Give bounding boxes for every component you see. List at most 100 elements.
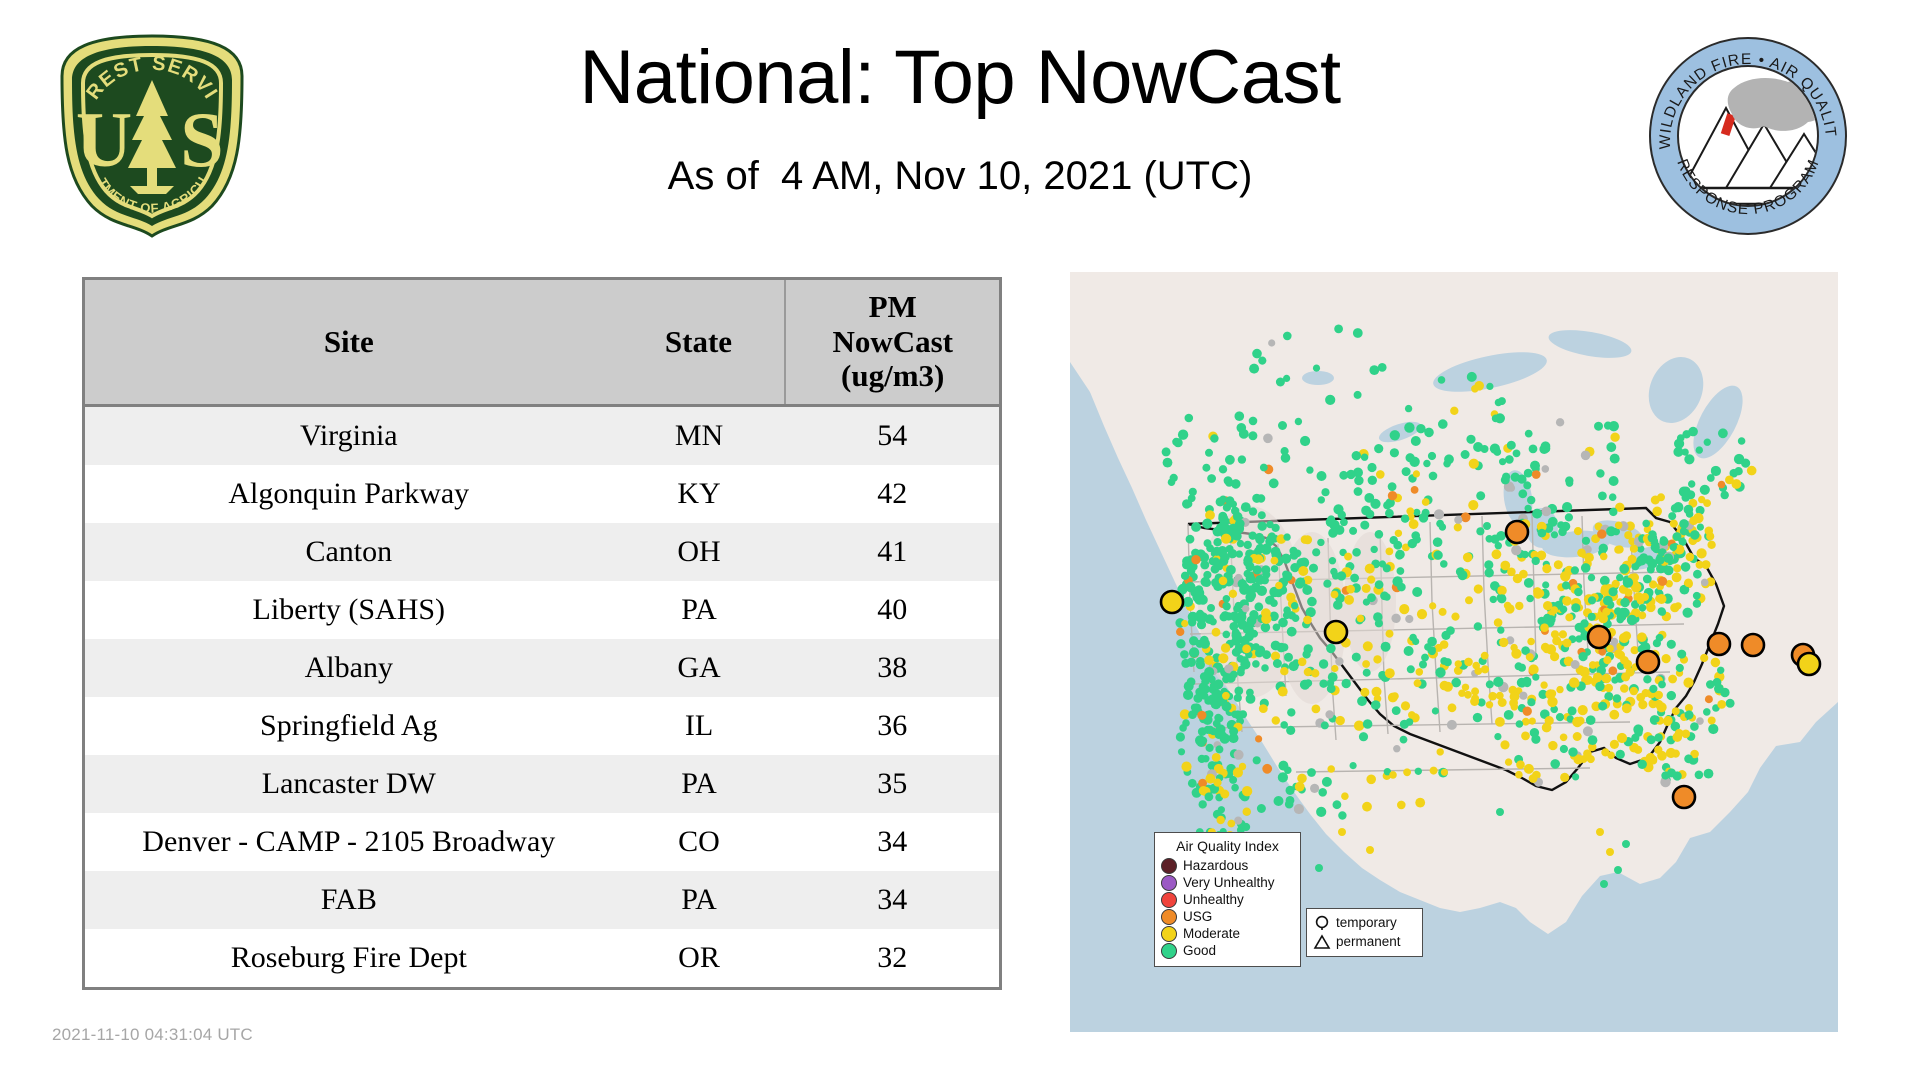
monitor-dot[interactable] <box>1245 573 1256 584</box>
monitor-dot[interactable] <box>1615 749 1625 759</box>
monitor-dot[interactable] <box>1692 591 1701 600</box>
monitor-dot[interactable] <box>1241 786 1253 797</box>
monitor-dot[interactable] <box>1509 698 1518 708</box>
monitor-dot[interactable] <box>1268 532 1276 541</box>
monitor-dot[interactable] <box>1480 665 1490 674</box>
monitor-dot[interactable] <box>1374 580 1384 590</box>
monitor-dot[interactable] <box>1295 577 1306 587</box>
monitor-dot[interactable] <box>1248 531 1257 540</box>
monitor-dot[interactable] <box>1298 566 1309 576</box>
monitor-dot[interactable] <box>1367 575 1376 584</box>
monitor-dot[interactable] <box>1236 655 1245 663</box>
monitor-dot[interactable] <box>1500 740 1510 750</box>
monitor-dot[interactable] <box>1353 720 1365 731</box>
monitor-dot[interactable] <box>1369 365 1380 375</box>
monitor-dot[interactable] <box>1608 666 1618 676</box>
monitor-dot[interactable] <box>1615 545 1624 554</box>
monitor-dot[interactable] <box>1536 550 1547 561</box>
monitor-dot[interactable] <box>1616 732 1628 744</box>
monitor-dot[interactable] <box>1191 555 1201 565</box>
monitor-dot[interactable] <box>1531 734 1541 744</box>
monitor-dot[interactable] <box>1197 727 1207 736</box>
monitor-dot[interactable] <box>1362 801 1372 812</box>
monitor-dot[interactable] <box>1636 693 1646 702</box>
monitor-dot[interactable] <box>1319 679 1328 688</box>
monitor-dot[interactable] <box>1621 703 1632 714</box>
monitor-dot[interactable] <box>1337 510 1346 520</box>
monitor-dot[interactable] <box>1725 698 1735 708</box>
monitor-dot[interactable] <box>1182 719 1190 727</box>
monitor-dot[interactable] <box>1657 751 1667 761</box>
monitor-dot[interactable] <box>1615 502 1625 512</box>
monitor-dot[interactable] <box>1603 656 1612 665</box>
monitor-dot[interactable] <box>1609 453 1620 464</box>
monitor-dot[interactable] <box>1652 715 1660 723</box>
monitor-dot[interactable] <box>1466 371 1477 382</box>
monitor-dot[interactable] <box>1669 543 1677 551</box>
monitor-dot[interactable] <box>1688 480 1696 488</box>
monitor-dot[interactable] <box>1622 840 1630 848</box>
monitor-dot[interactable] <box>1528 664 1539 675</box>
monitor-dot[interactable] <box>1604 691 1614 701</box>
monitor-dot[interactable] <box>1510 643 1518 652</box>
monitor-dot[interactable] <box>1374 444 1384 454</box>
monitor-dot[interactable] <box>1550 705 1558 714</box>
monitor-dot[interactable] <box>1344 595 1354 605</box>
monitor-dot[interactable] <box>1307 768 1316 777</box>
monitor-dot[interactable] <box>1291 614 1300 622</box>
monitor-dot[interactable] <box>1503 710 1514 720</box>
monitor-dot[interactable] <box>1639 553 1649 563</box>
monitor-dot[interactable] <box>1175 732 1185 742</box>
monitor-dot[interactable] <box>1696 548 1707 559</box>
monitor-dot[interactable] <box>1362 668 1371 677</box>
monitor-dot[interactable] <box>1550 531 1559 539</box>
monitor-dot[interactable] <box>1361 505 1371 516</box>
monitor-dot[interactable] <box>1176 639 1186 649</box>
monitor-dot[interactable] <box>1668 512 1677 521</box>
monitor-dot[interactable] <box>1476 527 1485 536</box>
monitor-dot[interactable] <box>1252 756 1261 765</box>
monitor-dot[interactable] <box>1383 768 1392 776</box>
monitor-dot[interactable] <box>1371 686 1382 697</box>
monitor-dot[interactable] <box>1216 815 1225 825</box>
monitor-dot[interactable] <box>1270 640 1281 651</box>
monitor-dot[interactable] <box>1293 803 1304 815</box>
monitor-dot[interactable] <box>1431 707 1439 715</box>
monitor-dot[interactable] <box>1497 585 1507 596</box>
monitor-dot[interactable] <box>1242 807 1251 816</box>
monitor-dot[interactable] <box>1587 612 1596 621</box>
monitor-dot[interactable] <box>1507 567 1516 577</box>
monitor-dot[interactable] <box>1385 508 1394 518</box>
monitor-dot[interactable] <box>1370 700 1381 710</box>
monitor-dot[interactable] <box>1631 582 1642 593</box>
monitor-dot[interactable] <box>1262 650 1271 660</box>
monitor-dot[interactable] <box>1609 507 1618 517</box>
monitor-dot[interactable] <box>1338 811 1347 820</box>
monitor-dot[interactable] <box>1543 601 1553 611</box>
monitor-dot[interactable] <box>1608 493 1617 501</box>
monitor-dot[interactable] <box>1562 638 1572 648</box>
monitor-dot[interactable] <box>1184 500 1193 508</box>
monitor-dot[interactable] <box>1464 657 1473 667</box>
monitor-dot[interactable] <box>1421 498 1430 506</box>
monitor-dot[interactable] <box>1236 423 1247 433</box>
monitor-dot[interactable] <box>1585 715 1596 725</box>
monitor-dot[interactable] <box>1399 604 1410 615</box>
monitor-dot[interactable] <box>1652 506 1662 517</box>
monitor-dot[interactable] <box>1663 717 1672 726</box>
monitor-dot[interactable] <box>1197 754 1206 763</box>
monitor-dot[interactable] <box>1655 633 1664 642</box>
monitor-dot[interactable] <box>1580 450 1591 461</box>
monitor-dot[interactable] <box>1252 660 1260 668</box>
monitor-dot[interactable] <box>1438 419 1448 429</box>
monitor-dot[interactable] <box>1413 508 1421 516</box>
monitor-dot[interactable] <box>1531 556 1540 566</box>
monitor-dot[interactable] <box>1657 576 1668 586</box>
monitor-dot[interactable] <box>1454 515 1463 524</box>
monitor-dot[interactable] <box>1283 374 1291 382</box>
monitor-dot[interactable] <box>1212 546 1222 556</box>
monitor-dot[interactable] <box>1242 626 1251 634</box>
monitor-dot[interactable] <box>1621 672 1631 682</box>
monitor-dot[interactable] <box>1404 404 1413 413</box>
monitor-dot[interactable] <box>1543 613 1552 622</box>
